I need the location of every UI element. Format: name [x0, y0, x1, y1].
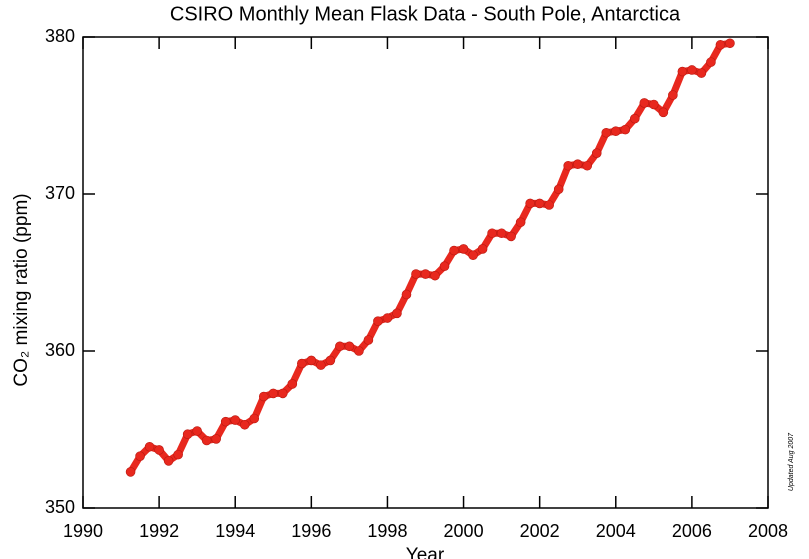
data-point: [277, 388, 288, 399]
data-point: [420, 269, 431, 279]
data-point: [373, 316, 383, 326]
data-point: [668, 90, 678, 100]
x-tick-label: 2004: [596, 521, 636, 541]
data-point: [706, 57, 716, 67]
data-point: [534, 198, 545, 209]
x-tick-label: 2008: [748, 521, 788, 541]
data-point: [458, 244, 469, 254]
data-point: [354, 346, 364, 356]
data-point: [477, 244, 488, 254]
data-point: [306, 355, 317, 366]
y-tick-label: 350: [45, 497, 75, 517]
x-tick-label: 1996: [291, 521, 331, 541]
data-point: [335, 341, 345, 352]
chart-title: CSIRO Monthly Mean Flask Data - South Po…: [170, 3, 681, 25]
data-point: [620, 124, 631, 135]
data-line: [127, 39, 734, 476]
data-point: [211, 434, 221, 444]
data-point: [591, 148, 602, 158]
data-point: [496, 228, 507, 239]
x-tick-label: 1998: [367, 521, 407, 541]
y-tick-label: 370: [45, 183, 75, 203]
data-point: [144, 441, 155, 452]
data-point: [715, 40, 726, 50]
data-point: [601, 127, 612, 138]
data-point: [182, 429, 193, 440]
x-tick-label: 2000: [444, 521, 484, 541]
data-point: [230, 415, 241, 425]
data-point: [382, 313, 393, 323]
data-point: [249, 413, 260, 424]
data-point: [258, 391, 269, 402]
data-point: [439, 261, 450, 272]
data-point: [582, 160, 593, 171]
data-point: [630, 113, 640, 124]
data-point: [268, 388, 279, 399]
data-point: [163, 456, 174, 466]
data-point: [316, 360, 326, 370]
data-point: [363, 335, 374, 345]
data-point: [696, 68, 707, 78]
data-point: [173, 449, 183, 460]
data-point: [154, 445, 164, 455]
plot-frame: [82, 36, 769, 509]
data-point: [572, 159, 583, 169]
data-point: [430, 270, 440, 281]
data-point: [506, 231, 516, 242]
data-point: [239, 419, 250, 430]
data-point: [544, 200, 554, 210]
data-point: [553, 184, 564, 195]
x-tick-label: 2002: [520, 521, 560, 541]
data-point: [325, 355, 336, 366]
x-tick-label: 1990: [63, 521, 103, 541]
y-tick-label: 380: [45, 26, 75, 46]
data-point: [658, 107, 669, 118]
data-point: [220, 416, 231, 427]
data-point: [411, 269, 421, 279]
data-point: [639, 98, 650, 108]
x-tick-label: 1992: [139, 521, 179, 541]
data-point: [649, 99, 659, 110]
data-point: [610, 126, 621, 136]
data-point: [392, 308, 402, 319]
data-point: [487, 228, 497, 239]
annotation: Updated Aug 2007: [788, 432, 795, 491]
x-axis-label: Year: [406, 545, 445, 559]
data-point: [344, 341, 355, 352]
data-point: [125, 467, 136, 477]
data-point: [515, 217, 526, 228]
data-point: [297, 358, 307, 369]
data-point: [201, 435, 212, 446]
data-point: [677, 66, 688, 77]
data-point: [287, 379, 298, 389]
x-tick-label: 2006: [672, 521, 712, 541]
x-tick-label: 1994: [215, 521, 255, 541]
y-tick-label: 360: [45, 340, 75, 360]
data-point: [468, 250, 478, 261]
y-axis-label: CO₂ mixing ratio (ppm): [11, 193, 32, 386]
data-point: [449, 245, 459, 256]
data-point: [687, 65, 697, 75]
data-point: [725, 38, 735, 49]
data-point: [525, 198, 535, 209]
data-point: [563, 160, 574, 171]
data-point: [192, 426, 202, 436]
data-point: [401, 289, 412, 300]
data-point: [135, 451, 145, 461]
